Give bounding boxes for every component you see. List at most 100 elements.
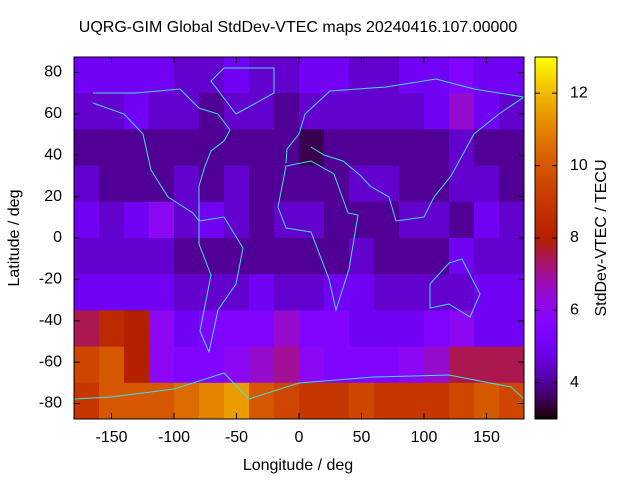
heatmap-cell (199, 165, 225, 203)
colorbar-step (535, 373, 557, 378)
heatmap-cell (299, 346, 325, 384)
colorbar-tick-label: 8 (570, 229, 579, 246)
heatmap-cell (224, 238, 250, 275)
colorbar-step (535, 319, 557, 323)
colorbar-step (535, 343, 557, 348)
heatmap-cell (74, 93, 100, 130)
heatmap-cell (349, 201, 375, 239)
colorbar-step (535, 277, 557, 281)
heatmap-cell (324, 201, 350, 239)
colorbar-step (535, 66, 557, 70)
colorbar-tick-label: 4 (570, 374, 579, 391)
coastline (210, 67, 275, 115)
heatmap-cell (249, 201, 275, 239)
heatmap-cell (399, 346, 425, 384)
colorbar-step (535, 120, 557, 124)
heatmap-cell (374, 274, 400, 311)
colorbar-label: StdDev-VTEC / TECU (593, 159, 610, 316)
heatmap-cell (174, 93, 200, 130)
colorbar-step (535, 123, 557, 127)
colorbar-step (535, 265, 557, 269)
heatmap-cell (424, 57, 450, 94)
x-tick-label: -50 (225, 429, 248, 446)
heatmap-cell (149, 346, 175, 384)
heatmap-cell (99, 93, 125, 130)
heatmap-cell (399, 165, 425, 203)
colorbar-step (535, 376, 557, 381)
heatmap-cell (424, 238, 450, 275)
colorbar-step (535, 238, 557, 242)
heatmap-cell (149, 238, 175, 275)
y-axis-label: Latitude / deg (6, 190, 23, 287)
coastline (429, 258, 481, 318)
heatmap-cell (449, 238, 475, 275)
heatmap-cell (299, 382, 325, 420)
colorbar-step (535, 219, 557, 224)
heatmap-cell (74, 238, 100, 275)
colorbar-step (535, 93, 557, 97)
heatmap-cell (374, 129, 400, 167)
x-axis-label: Longitude / deg (243, 457, 353, 474)
colorbar-step (535, 259, 557, 263)
heatmap-cell (424, 165, 450, 203)
heatmap-cell (374, 238, 400, 275)
heatmap-cell (149, 201, 175, 239)
heatmap-cell (249, 274, 275, 311)
colorbar-step (535, 355, 557, 360)
heatmap-cell (474, 310, 500, 348)
colorbar-step (535, 60, 557, 64)
y-tick-label: -40 (39, 312, 62, 329)
colorbar-step (535, 274, 557, 278)
colorbar-step (535, 99, 557, 103)
heatmap-cell (324, 129, 350, 167)
heatmap-cell (124, 382, 150, 420)
colorbar-step (535, 328, 557, 333)
heatmap-cell (274, 274, 300, 311)
colorbar-step (535, 195, 557, 200)
heatmap-cell (174, 57, 200, 94)
colorbar-step (535, 406, 557, 411)
colorbar-step (535, 295, 557, 299)
heatmap-cell (299, 93, 325, 130)
colorbar-step (535, 126, 557, 130)
colorbar-step (535, 165, 557, 170)
heatmap-cell (124, 57, 150, 94)
heatmap-cell (274, 57, 300, 94)
x-tick-label: 0 (295, 429, 304, 446)
colorbar-step (535, 75, 557, 79)
heatmap-cell (224, 310, 250, 348)
y-tick-label: 40 (44, 146, 62, 163)
heatmap-cell (99, 310, 125, 348)
colorbar-step (535, 244, 557, 248)
heatmap-cell (424, 129, 450, 167)
heatmap-cell (99, 57, 125, 94)
heatmap-cell (74, 274, 100, 311)
y-tick-label: 80 (44, 64, 62, 81)
heatmap-cell (324, 346, 350, 384)
heatmap-cell (99, 238, 125, 275)
heatmap-cell (449, 129, 475, 167)
heatmap-cell (374, 382, 400, 420)
heatmap-cell (149, 382, 175, 420)
colorbar-step (535, 367, 557, 372)
colorbar-step (535, 108, 557, 112)
heatmap-cell (474, 238, 500, 275)
colorbar-step (535, 412, 557, 417)
colorbar-step (535, 153, 557, 158)
colorbar-step (535, 283, 557, 287)
colorbar-step (535, 394, 557, 399)
heatmap-cell (99, 165, 125, 203)
heatmap-cell (374, 57, 400, 94)
heatmap-cell (499, 310, 525, 348)
heatmap-cell (349, 274, 375, 311)
heatmap-cell (374, 165, 400, 203)
colorbar-step (535, 310, 557, 314)
colorbar-step (535, 358, 557, 363)
heatmap-cell (499, 346, 525, 384)
colorbar-step (535, 183, 557, 188)
colorbar-step (535, 397, 557, 402)
colorbar-step (535, 132, 557, 136)
heatmap-cell (249, 238, 275, 275)
heatmap-cell (424, 310, 450, 348)
colorbar-step (535, 231, 557, 236)
